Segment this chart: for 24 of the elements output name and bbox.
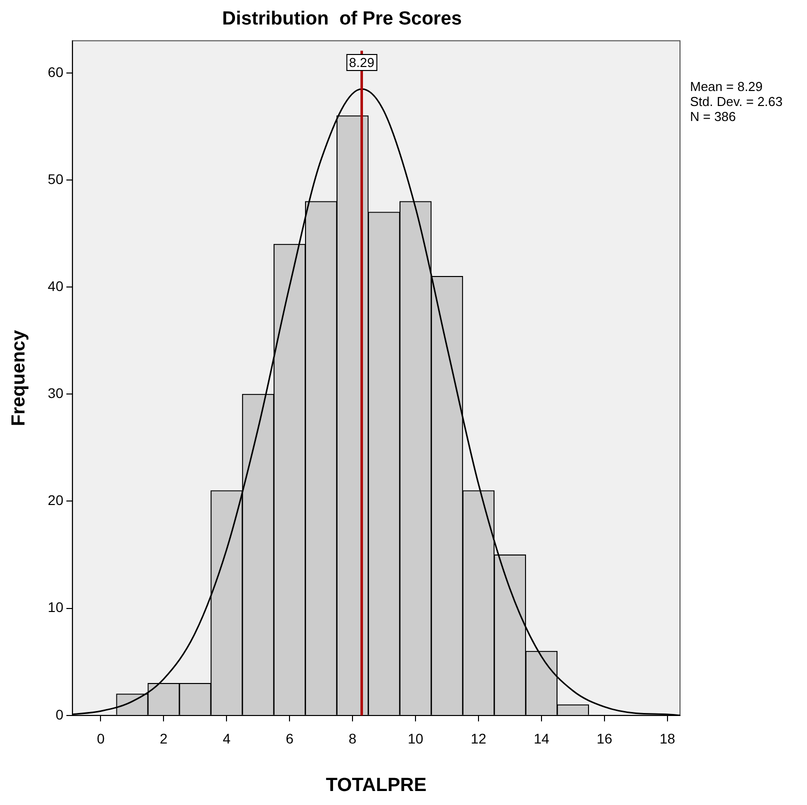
x-tick-label: 2 <box>160 730 168 747</box>
text: N = 386 <box>690 108 737 124</box>
x-tick-label: 16 <box>596 730 612 747</box>
y-axis-title: Frequency <box>8 330 30 426</box>
x-tick-label: 6 <box>286 730 294 747</box>
x-tick-label: 18 <box>660 730 676 747</box>
y-tick-label: 30 <box>48 385 64 402</box>
y-tick-label: 0 <box>56 706 64 722</box>
y-tick-label: 60 <box>48 64 64 80</box>
y-tick-label: 10 <box>48 599 64 616</box>
text: Mean = 8.29 <box>690 78 764 94</box>
x-tick-label: 14 <box>534 730 550 747</box>
x-tick-label: 8 <box>348 730 357 747</box>
x-axis-title: TOTALPRE <box>326 774 427 796</box>
y-tick-label: 40 <box>48 278 64 294</box>
x-tick-label: 12 <box>470 730 487 747</box>
x-tick-label: 0 <box>96 730 105 747</box>
y-tick-label: 50 <box>48 170 64 187</box>
y-tick-label: 20 <box>48 492 64 508</box>
ref-line-label: 8.29 <box>346 54 378 71</box>
x-tick-label: 4 <box>222 730 231 747</box>
chart-title: Distribution of Pre Scores <box>222 8 462 30</box>
x-tick-label: 10 <box>408 730 424 747</box>
text: Std. Dev. = 2.63 <box>690 94 783 109</box>
